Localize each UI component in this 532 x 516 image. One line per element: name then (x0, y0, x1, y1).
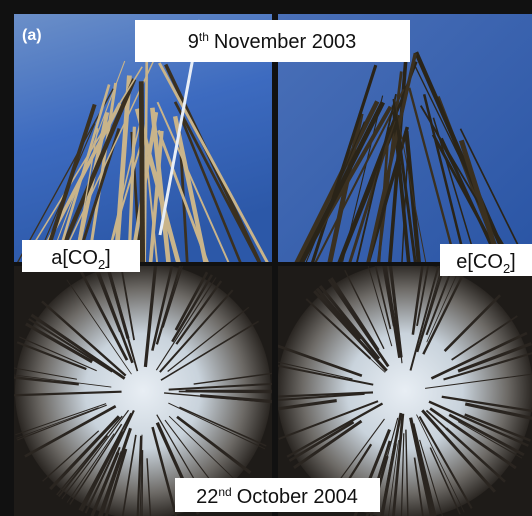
caption-text: November 2003 (214, 31, 356, 53)
caption-suffix: th (199, 30, 209, 44)
label-subscript: 2 (503, 261, 510, 276)
label-suffix: ] (105, 247, 111, 269)
caption-suffix: nd (218, 485, 231, 499)
page: (a) 9thNovember 2003 a[CO2] e[CO2] 22ndO… (0, 0, 532, 516)
caption-day: 9 (188, 31, 199, 53)
top-caption: 9th November 2003 (188, 30, 356, 53)
figure: (a) 9thNovember 2003 a[CO2] e[CO2] 22ndO… (0, 0, 532, 516)
label-subscript: 2 (98, 257, 105, 272)
caption-day: 22 (196, 486, 218, 508)
label-prefix: e[CO (456, 251, 503, 273)
label-prefix: a[CO (51, 247, 98, 269)
label-suffix: ] (510, 251, 516, 273)
tree-trunk (141, 81, 142, 271)
caption-text: October 2004 (237, 486, 358, 508)
panel-label: (a) (22, 27, 42, 44)
